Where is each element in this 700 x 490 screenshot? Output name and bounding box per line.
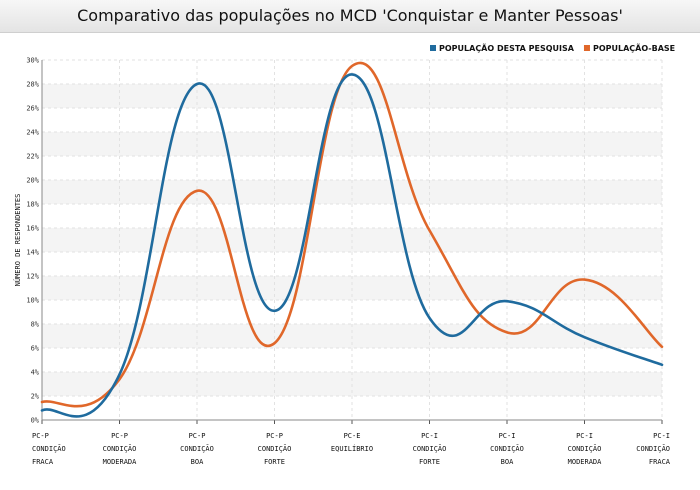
series-line-1 [40,61,664,408]
x-tick-label: BOA [191,458,204,466]
x-tick-label: MODERADA [103,458,138,466]
x-tick-label: PC-P [111,432,128,440]
x-tick-label: CONDIÇÃO [568,444,602,453]
x-tick-label: PC-P [32,432,49,440]
y-tick-labels: 0% 2% 4% 6% 8% 10% 12% 14% 16% 18% 20% 22% 24% 26% 28%… [26,57,39,425]
y-tick-label: 0% [31,417,40,425]
x-tick-label: PC-I [576,432,593,440]
title-bar: Comparativo das populações no MCD 'Conqu… [0,0,700,33]
x-tick-label: MODERADA [568,458,603,466]
series-line-0 [40,73,664,418]
x-tick-label: FORTE [419,458,440,466]
x-tick-label: BOA [501,458,514,466]
y-tick-label: 6% [31,345,40,353]
y-tick-label: 30% [26,57,39,65]
x-tick-label: PC-I [499,432,516,440]
axes [41,60,663,424]
x-tick-label: CONDIÇÃO [490,444,524,453]
x-tick-label: CONDIÇÃO [32,444,66,453]
y-tick-label: 16% [26,225,39,233]
x-tick-label: EQUILÍBRIO [331,444,373,453]
y-tick-label: 26% [26,105,39,113]
x-tick-label: PC-E [344,432,361,440]
x-tick-label: CONDIÇÃO [103,444,137,453]
y-tick-label: 14% [26,249,39,257]
y-axis-label: NÚMERO DE RESPONDENTES [13,194,22,287]
series-lines [40,61,664,418]
chart-title: Comparativo das populações no MCD 'Conqu… [77,6,623,25]
x-tick-label: FORTE [264,458,285,466]
x-tick-label: CONDIÇÃO [258,444,292,453]
x-tick-labels: PC-P CONDIÇÃO FRACA PC-P CONDIÇÃO MODERADA PC-… [32,432,671,466]
legend-label: POPULAÇÃO DESTA PESQUISA [439,43,575,53]
y-tick-label: 24% [26,129,39,137]
y-tick-label: 22% [26,153,39,161]
x-tick-label: CONDIÇÃO [636,444,670,453]
x-tick-label: CONDIÇÃO [413,444,447,453]
y-tick-label: 20% [26,177,39,185]
legend-label: POPULAÇÃO-BASE [593,43,675,53]
y-tick-label: 12% [26,273,39,281]
y-tick-label: 8% [31,321,40,329]
x-tick-label: FRACA [649,458,671,466]
legend-swatch [583,45,590,51]
y-tick-label: 28% [26,81,39,89]
legend-swatch [430,45,436,51]
y-tick-label: 10% [26,297,39,305]
x-tick-label: PC-P [189,432,206,440]
y-tick-label: 4% [31,369,40,377]
x-tick-label: CONDIÇÃO [180,444,214,453]
x-tick-label: PC-P [266,432,283,440]
x-tick-label: PC-I [421,432,438,440]
y-tick-label: 18% [26,201,39,209]
x-tick-label: PC-I [653,432,670,440]
y-tick-label: 2% [31,393,40,401]
legend: POPULAÇÃO DESTA PESQUISA POPULAÇÃO-BASE [430,43,675,53]
x-tick-label: FRACA [32,458,54,466]
